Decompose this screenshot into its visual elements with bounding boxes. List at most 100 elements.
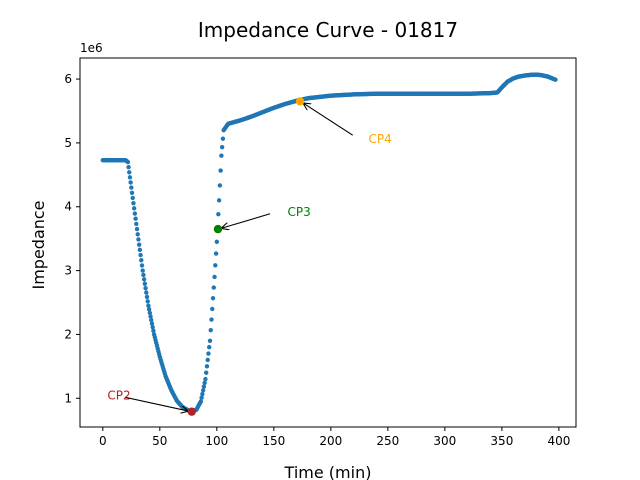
data-point: [131, 206, 137, 211]
data-point: [143, 285, 148, 291]
data-point: [134, 226, 140, 232]
x-tick-label: 200: [319, 434, 342, 448]
data-point: [199, 395, 204, 400]
data-series: [100, 72, 558, 414]
y-tick-label: 6: [64, 72, 72, 86]
checkpoint-marker: [295, 97, 305, 106]
data-point: [135, 232, 140, 237]
data-point: [211, 285, 216, 290]
data-point: [203, 370, 209, 375]
data-point: [207, 338, 213, 344]
annotation-label: CP2: [107, 389, 130, 403]
data-point: [136, 237, 141, 242]
data-point: [213, 263, 218, 268]
data-point: [145, 299, 150, 304]
checkpoint-marker: [187, 407, 196, 416]
data-point: [204, 364, 210, 369]
data-point: [218, 168, 223, 173]
data-point: [138, 252, 143, 258]
y-tick-label: 1: [64, 391, 72, 405]
plot-frame: [79, 57, 577, 428]
data-point: [216, 198, 222, 203]
y-tick-label: 5: [64, 136, 72, 150]
data-point: [132, 211, 138, 216]
data-point: [147, 310, 153, 316]
data-point: [127, 175, 133, 180]
y-axis-offset-label: 1e6: [80, 41, 103, 55]
data-point: [217, 183, 223, 188]
data-point: [200, 388, 206, 393]
data-point: [149, 317, 154, 323]
data-point: [219, 153, 224, 158]
x-tick-label: 400: [547, 434, 570, 448]
data-point: [207, 345, 212, 350]
x-tick-label: 150: [262, 434, 285, 448]
plot-area: 0 50 100 150 200 250 300 350 400 1 2 3 4 5 6 CP2 CP3 CP4: [64, 57, 577, 448]
y-tick-label: 4: [64, 200, 72, 214]
chart-title: Impedance Curve - 01817: [198, 18, 458, 42]
data-point: [209, 317, 214, 322]
data-point: [203, 376, 208, 382]
x-tick-label: 250: [376, 434, 399, 448]
data-point: [213, 251, 219, 256]
annotation-arrow: [124, 396, 188, 411]
x-tick-label: 350: [490, 434, 513, 448]
data-point: [210, 296, 216, 301]
data-point: [139, 258, 144, 263]
data-point: [129, 185, 134, 190]
x-axis-label: Time (min): [284, 463, 372, 480]
data-point: [212, 274, 217, 280]
annotation-label: CP3: [288, 205, 311, 219]
data-point: [216, 212, 221, 217]
data-point: [144, 290, 149, 295]
data-point: [210, 306, 215, 312]
data-point: [201, 384, 207, 389]
annotation-arrow: [222, 213, 271, 228]
data-point: [136, 242, 142, 247]
data-point: [219, 144, 225, 150]
data-point: [134, 221, 139, 227]
data-point: [151, 328, 156, 334]
data-point: [125, 159, 131, 165]
data-point: [220, 136, 226, 141]
data-point: [133, 216, 138, 221]
x-tick-label: 50: [152, 434, 167, 448]
data-point: [126, 164, 131, 170]
x-tick-label: 100: [205, 434, 228, 448]
data-point: [142, 281, 148, 286]
data-point: [140, 268, 145, 273]
data-point: [205, 357, 210, 363]
data-point: [148, 314, 153, 319]
data-point: [146, 307, 152, 312]
data-point: [553, 77, 558, 82]
data-point: [141, 272, 146, 278]
data-point: [137, 247, 143, 253]
data-point: [129, 190, 135, 195]
x-tick-label: 0: [99, 434, 107, 448]
data-point: [202, 380, 207, 386]
data-point: [149, 321, 155, 326]
x-tick-label: 300: [433, 434, 456, 448]
data-point: [128, 180, 133, 185]
data-point: [130, 195, 135, 201]
data-point: [146, 303, 151, 308]
data-point: [150, 325, 155, 330]
data-point: [139, 263, 145, 268]
data-point: [206, 351, 211, 356]
data-point: [200, 391, 205, 397]
data-point: [141, 277, 147, 282]
y-tick-label: 2: [64, 327, 72, 341]
annotation-arrow: [304, 103, 354, 136]
data-point: [208, 327, 213, 333]
y-tick-label: 3: [64, 264, 72, 278]
data-point: [144, 294, 150, 300]
data-point: [214, 239, 220, 245]
checkpoint-marker: [213, 224, 223, 234]
annotation-label: CP4: [368, 132, 391, 146]
data-point: [131, 200, 136, 206]
data-point: [198, 399, 204, 404]
y-axis-label: Impedance: [29, 200, 48, 289]
data-point: [127, 170, 132, 175]
